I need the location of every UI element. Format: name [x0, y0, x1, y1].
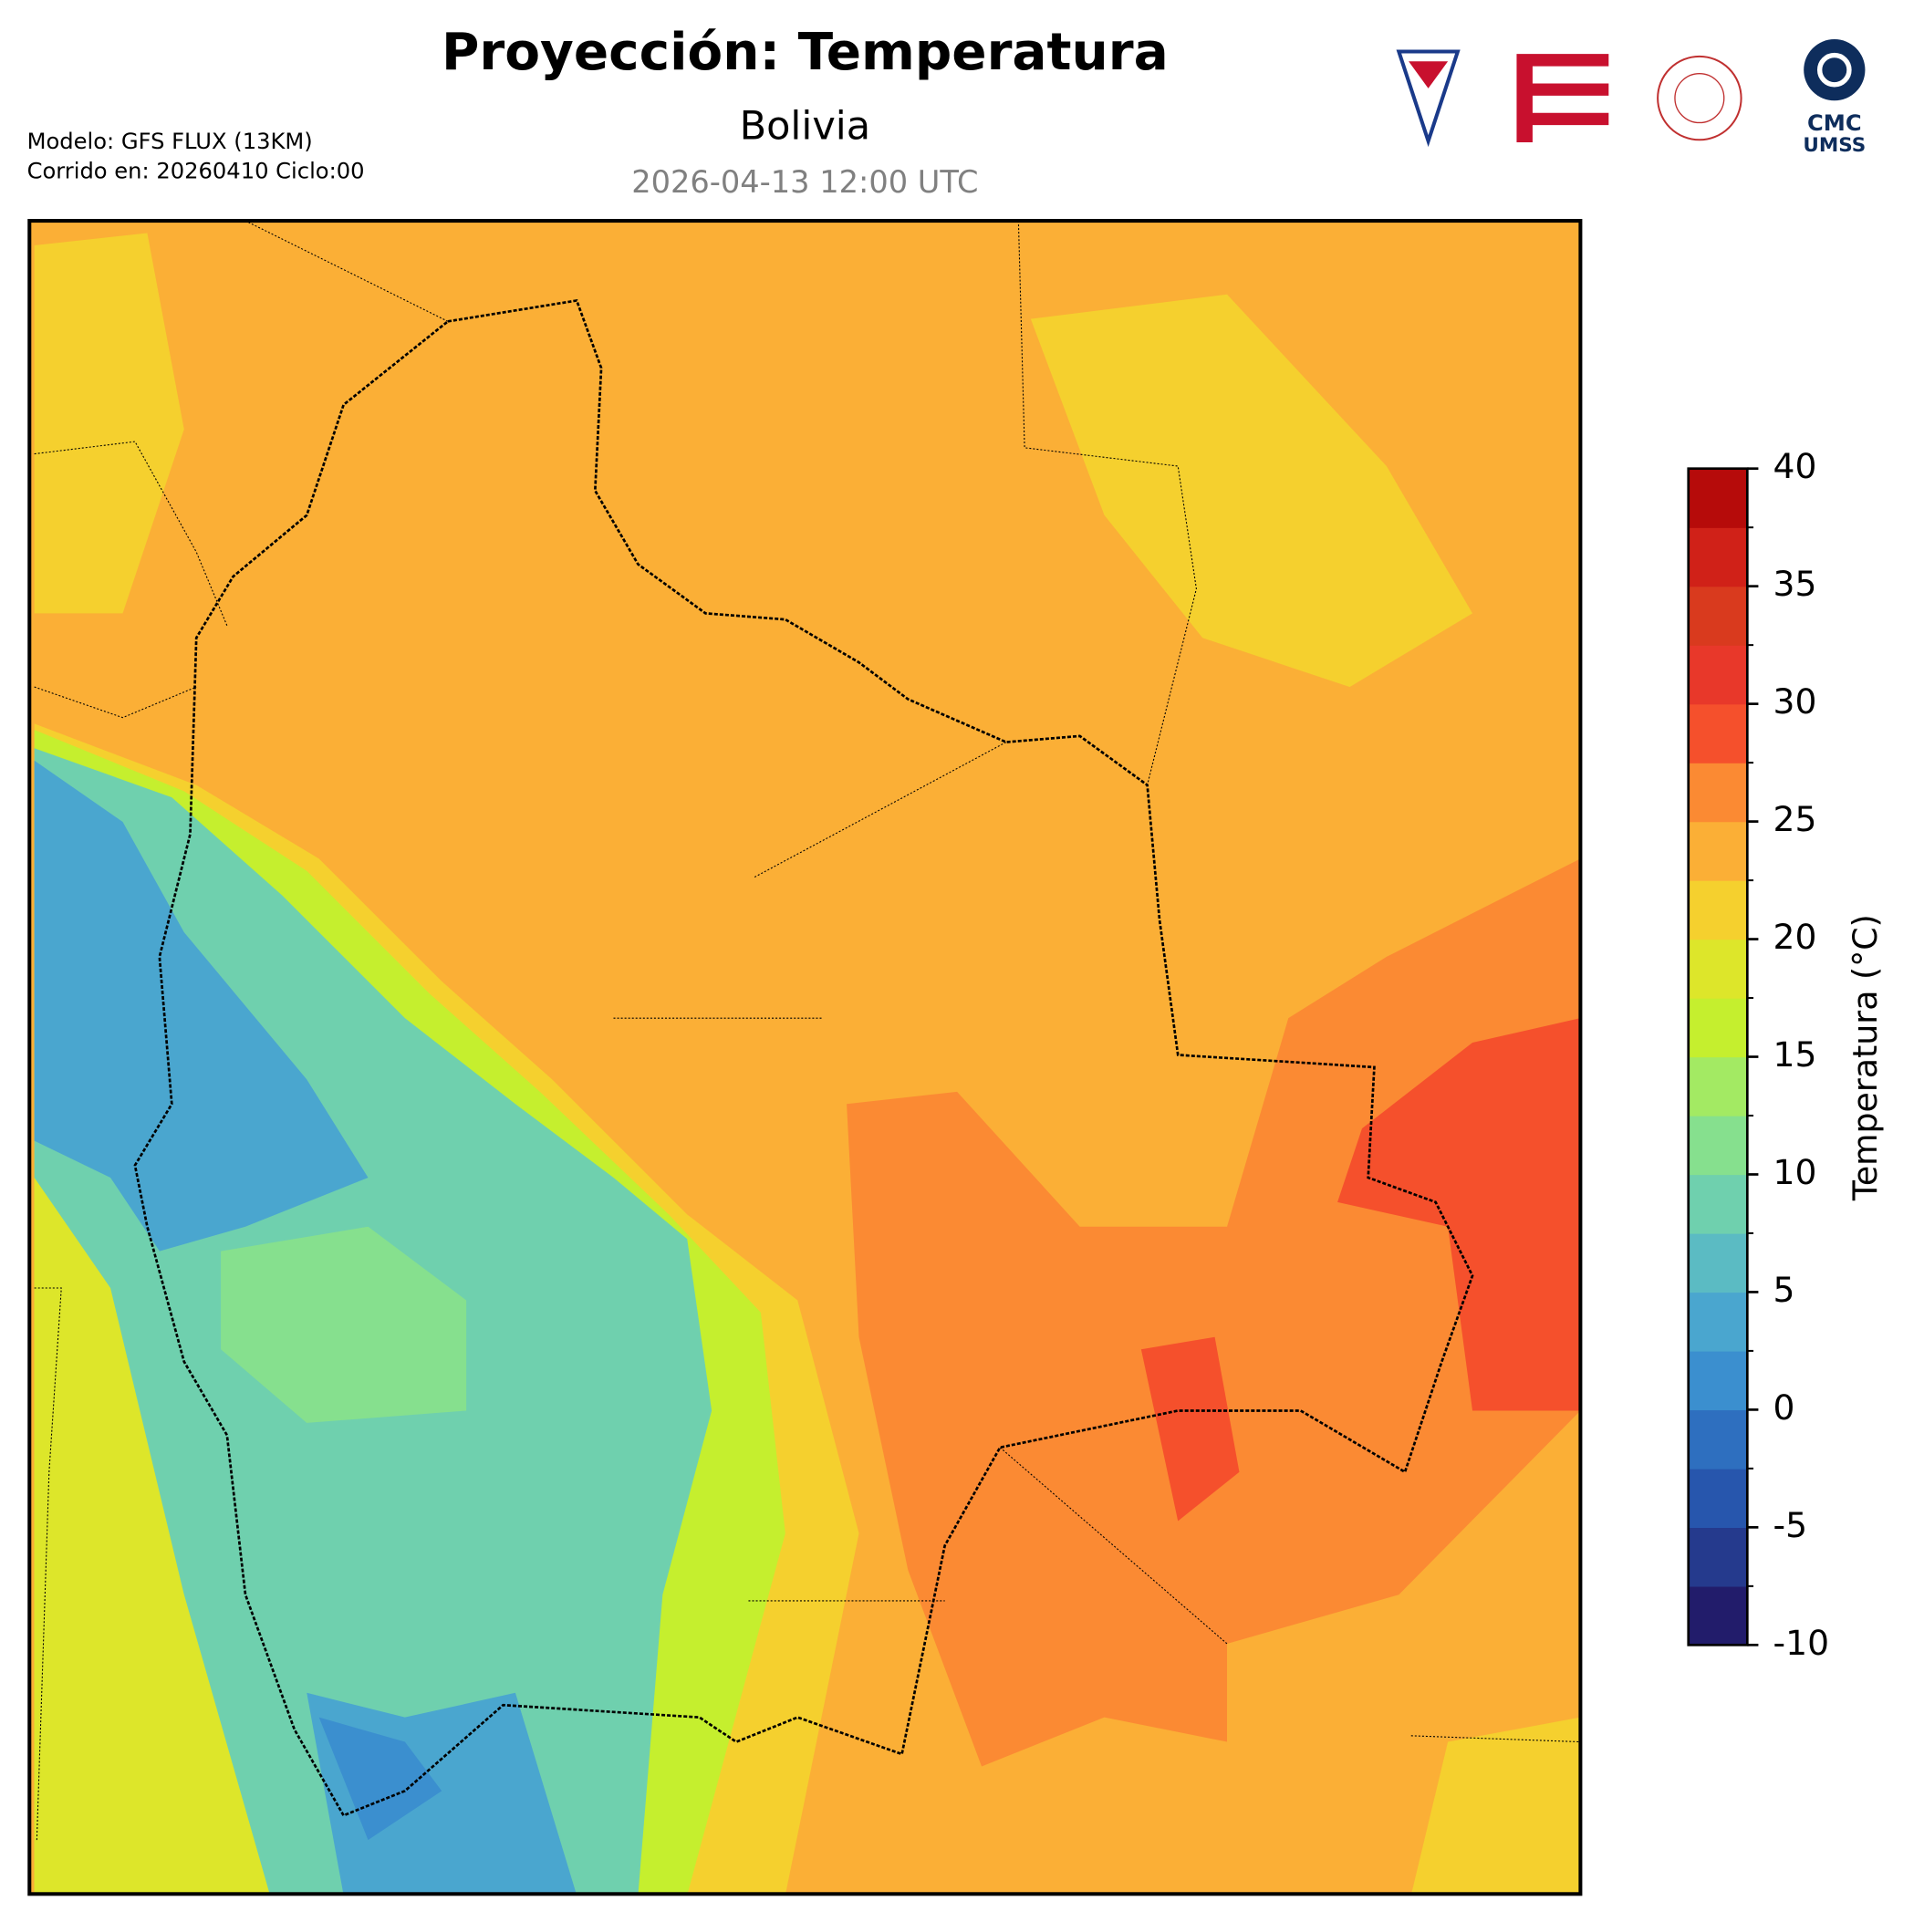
colorbar: -10 -5 0 5 10 15 20 25 30 35 40: [1687, 446, 1829, 1663]
run-info: Corrido en: 20260410 Ciclo:00: [27, 158, 365, 183]
colorbar-frame: [1687, 467, 1749, 1646]
field: [221, 1226, 467, 1423]
colorbar-band: [1688, 645, 1748, 705]
field: [34, 760, 369, 1252]
colorbar-band: [1688, 1527, 1748, 1587]
colorbar-tick-label: 35: [1773, 564, 1817, 604]
colorbar-tick-label: 30: [1773, 681, 1817, 722]
colorbar-band: [1688, 880, 1748, 940]
colorbar-tick-label: 5: [1773, 1270, 1795, 1310]
colorbar-band: [1688, 998, 1748, 1058]
logo-cmc: [1804, 39, 1866, 101]
colorbar-band: [1688, 527, 1748, 587]
map: [29, 221, 1581, 1895]
logo-fisica-inner: [1674, 73, 1725, 124]
colorbar-band: [1688, 1115, 1748, 1176]
logo-fcyt: [1516, 54, 1609, 142]
colorbar-tick-label: -10: [1773, 1623, 1829, 1663]
model-info: Modelo: GFS FLUX (13KM): [27, 129, 313, 154]
colorbar-tick-label: 20: [1773, 917, 1817, 957]
colorbar-band: [1688, 1056, 1748, 1117]
colorbar-tick-label: -5: [1773, 1505, 1808, 1545]
country-border: [133, 298, 1474, 1817]
colorbar-band: [1688, 586, 1748, 646]
colorbar-band: [1688, 1350, 1748, 1411]
field: [1337, 1018, 1581, 1411]
colorbar-band: [1688, 468, 1748, 528]
colorbar-tick-label: 10: [1773, 1152, 1817, 1192]
logo-cmc-text: CMC: [1807, 110, 1862, 136]
logo-umss-inner: [1409, 61, 1449, 88]
logos: CMC UMSS: [1396, 39, 1866, 157]
logo-umss: [1396, 49, 1461, 148]
field: [847, 858, 1581, 1767]
admin-border: [34, 221, 1581, 1841]
colorbar-band: [1688, 1292, 1748, 1352]
colorbar-label: Temperatura (°C): [1846, 914, 1885, 1201]
colorbar-band: [1688, 1468, 1748, 1529]
colorbar-tick-label: 25: [1773, 799, 1817, 839]
field: [1030, 294, 1473, 688]
colorbar-band: [1688, 703, 1748, 763]
colorbar-band: [1688, 1232, 1748, 1293]
map-frame: [27, 219, 1583, 1896]
colorbar-band: [1688, 821, 1748, 881]
field: [318, 1717, 442, 1841]
colorbar-band: [1688, 1174, 1748, 1234]
colorbar-band: [1688, 763, 1748, 823]
colorbar-tick-label: 15: [1773, 1034, 1817, 1075]
field: [1411, 1717, 1581, 1895]
colorbar-tick-label: 0: [1773, 1387, 1795, 1428]
colorbar-band: [1688, 1409, 1748, 1470]
field: [1140, 1336, 1240, 1522]
field: [34, 233, 184, 614]
colorbar-tick-label: 40: [1773, 446, 1817, 486]
colorbar-band: [1688, 1585, 1748, 1646]
subtitle: Bolivia: [740, 104, 871, 150]
title: Proyección: Temperatura: [442, 23, 1169, 82]
logo-fisica: [1657, 55, 1742, 141]
field: [34, 1177, 270, 1895]
colorbar-band: [1688, 939, 1748, 999]
valid-time: 2026-04-13 12:00 UTC: [631, 164, 978, 200]
logo-umss-text: UMSS: [1803, 134, 1866, 157]
logo-cmc-inner: [1816, 52, 1852, 88]
